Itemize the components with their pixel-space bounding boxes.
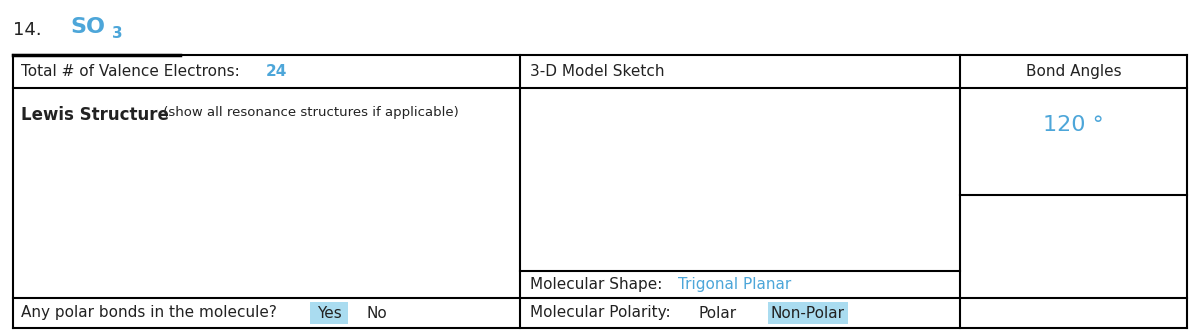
FancyBboxPatch shape bbox=[310, 302, 348, 324]
Text: Non-Polar: Non-Polar bbox=[772, 305, 845, 320]
Text: Bond Angles: Bond Angles bbox=[1026, 64, 1121, 79]
Text: 3: 3 bbox=[112, 26, 122, 41]
Text: SO: SO bbox=[70, 17, 106, 37]
Text: Lewis Structure: Lewis Structure bbox=[22, 106, 169, 124]
Text: (show all resonance structures if applicable): (show all resonance structures if applic… bbox=[158, 106, 458, 119]
FancyBboxPatch shape bbox=[768, 302, 848, 324]
Text: Polar: Polar bbox=[698, 305, 736, 320]
Text: 14.: 14. bbox=[13, 21, 42, 39]
Text: No: No bbox=[366, 305, 386, 320]
Text: Molecular Polarity:: Molecular Polarity: bbox=[530, 305, 671, 320]
Text: Any polar bonds in the molecule?: Any polar bonds in the molecule? bbox=[22, 305, 277, 320]
Text: Molecular Shape:: Molecular Shape: bbox=[530, 277, 667, 292]
Text: Trigonal Planar: Trigonal Planar bbox=[678, 277, 791, 292]
Text: 24: 24 bbox=[266, 64, 287, 79]
Text: 3-D Model Sketch: 3-D Model Sketch bbox=[530, 64, 665, 79]
Text: Yes: Yes bbox=[317, 305, 341, 320]
Text: 120 °: 120 ° bbox=[1043, 115, 1104, 135]
Text: Total # of Valence Electrons:: Total # of Valence Electrons: bbox=[22, 64, 245, 79]
